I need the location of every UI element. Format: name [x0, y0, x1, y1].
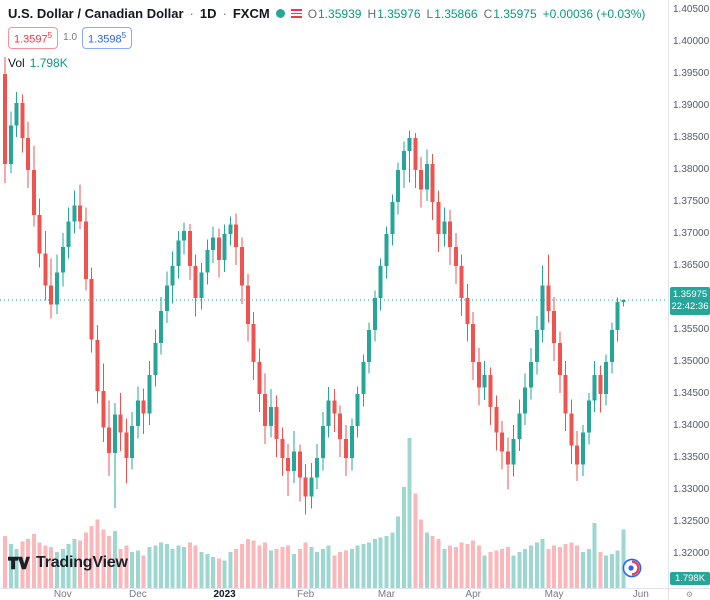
- price-tick-label: 1.32500: [673, 516, 710, 528]
- time-tick-label: Apr: [465, 589, 481, 600]
- price-tick-label: 1.37500: [673, 196, 710, 208]
- current-price-value: 1.35975: [672, 288, 708, 300]
- price-tick-label: 1.38500: [673, 132, 710, 144]
- price-tick-label: 1.35000: [673, 356, 710, 368]
- time-tick-label: 2023: [213, 589, 236, 600]
- high-value: H 1.35976: [367, 6, 421, 21]
- close-value: C 1.35975: [483, 6, 537, 21]
- series-menu-icon[interactable]: [290, 8, 302, 19]
- symbol-title[interactable]: U.S. Dollar / Canadian Dollar: [8, 6, 184, 21]
- price-tick-label: 1.37000: [673, 228, 710, 240]
- price-tick-label: 1.33000: [673, 484, 710, 496]
- volume-label[interactable]: Vol: [8, 55, 25, 70]
- time-axis[interactable]: Nov Dec 2023 Feb Mar Apr May Jun: [0, 588, 668, 600]
- spread-value: 1.0: [63, 32, 78, 44]
- axis-settings-icon[interactable]: ⚙: [668, 588, 710, 600]
- current-price-badge: 1.35975 22:42:36: [670, 286, 710, 315]
- price-tick-label: 1.32000: [673, 548, 710, 560]
- price-tick-label: 1.40000: [673, 36, 710, 48]
- time-tick-label: May: [544, 589, 564, 600]
- price-tick-label: 1.40500: [673, 4, 710, 16]
- time-tick-label: Jun: [632, 589, 649, 600]
- separator-dot: ·: [222, 6, 227, 21]
- price-tick-label: 1.38000: [673, 164, 710, 176]
- exchange-label[interactable]: FXCM: [232, 6, 270, 21]
- volume-value: 1.798K: [29, 55, 68, 70]
- broker-logo-icon[interactable]: [622, 558, 642, 578]
- tradingview-logo-text: TradingView: [36, 554, 128, 571]
- series-status-dot-icon[interactable]: [275, 9, 285, 18]
- price-tick-label: 1.33500: [673, 452, 710, 464]
- bid-ask-row: 1.35975 1.0 1.35985: [8, 27, 645, 49]
- change-value: +0.00036 (+0.03%): [542, 6, 646, 21]
- price-tick-label: 1.34000: [673, 420, 710, 432]
- time-tick-label: Nov: [53, 589, 72, 600]
- sell-price-button[interactable]: 1.35975: [8, 27, 59, 49]
- price-tick-label: 1.39500: [673, 68, 710, 80]
- low-value: L 1.35866: [426, 6, 478, 21]
- time-tick-label: Dec: [128, 589, 147, 600]
- price-tick-label: 1.39000: [673, 100, 710, 112]
- time-tick-label: Feb: [296, 589, 315, 600]
- legend-row-main: U.S. Dollar / Canadian Dollar · 1D · FXC…: [8, 6, 645, 21]
- legend: U.S. Dollar / Canadian Dollar · 1D · FXC…: [8, 6, 645, 70]
- price-tick-label: 1.36500: [673, 260, 710, 272]
- tradingview-logo-icon: [8, 556, 30, 570]
- timeframe-label[interactable]: 1D: [199, 6, 217, 21]
- volume-axis-badge: 1.798K: [670, 572, 710, 585]
- volume-legend: Vol 1.798K: [8, 56, 645, 70]
- tradingview-logo[interactable]: TradingView: [8, 554, 128, 572]
- candlestick-volume-plot[interactable]: [0, 0, 668, 588]
- time-tick-label: Mar: [377, 589, 396, 600]
- open-value: O 1.35939: [307, 6, 362, 21]
- chart-pane[interactable]: U.S. Dollar / Canadian Dollar · 1D · FXC…: [0, 0, 668, 588]
- separator-dot: ·: [189, 6, 194, 21]
- price-tick-label: 1.34500: [673, 388, 710, 400]
- bar-countdown: 22:42:36: [671, 300, 709, 312]
- price-axis[interactable]: 1.35975 22:42:36 1.798K 1.40500 1.40000 1.…: [668, 0, 710, 588]
- price-tick-label: 1.35500: [673, 324, 710, 336]
- buy-price-button[interactable]: 1.35985: [82, 27, 133, 49]
